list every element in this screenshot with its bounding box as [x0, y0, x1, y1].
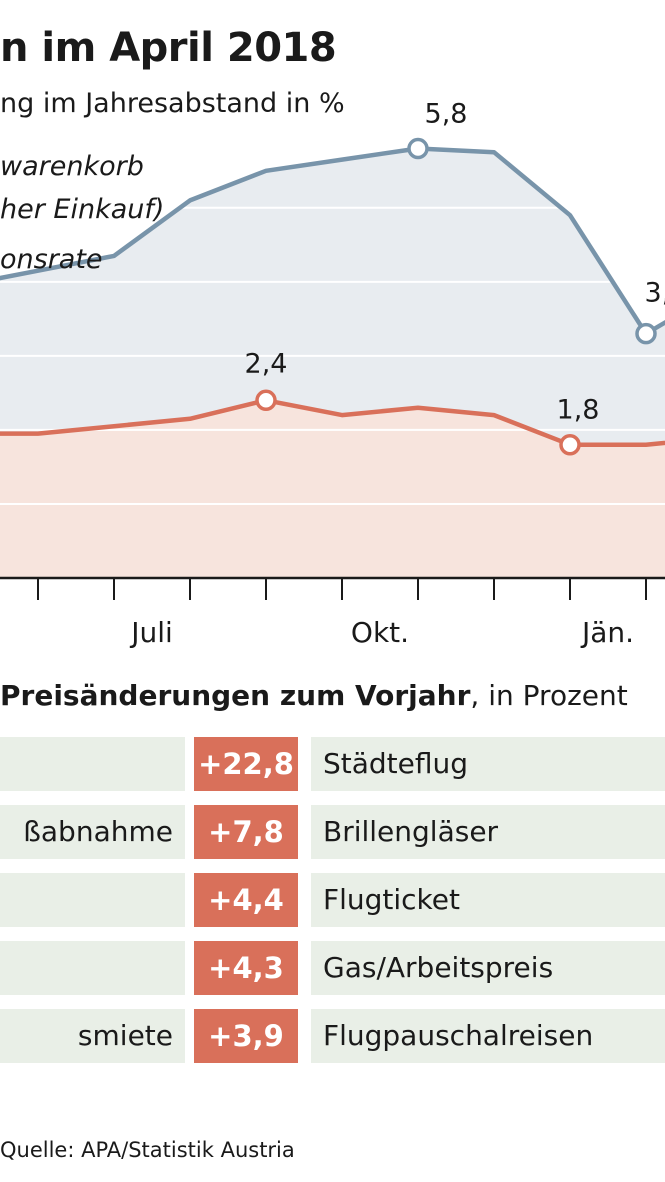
row-left-label: ßabnahme: [0, 805, 185, 859]
source-note: Quelle: APA/Statistik Austria: [0, 1138, 295, 1162]
row-value: +22,8: [194, 737, 298, 791]
row-value: +4,4: [194, 873, 298, 927]
x-tick-label: Okt.: [351, 616, 409, 649]
row-left-label: [0, 737, 185, 791]
table-title: Preisänderungen zum Vorjahr, in Prozent: [0, 676, 628, 716]
row-value: +3,9: [194, 1009, 298, 1063]
data-label: 3,3: [645, 278, 665, 309]
row-label: Gas/Arbeitspreis: [311, 941, 665, 995]
row-value: +4,3: [194, 941, 298, 995]
row-left-label: [0, 873, 185, 927]
table-title-rest: , in Prozent: [470, 679, 628, 712]
row-value: +7,8: [194, 805, 298, 859]
highlight-point: [559, 433, 581, 456]
x-tick-label: Juli: [129, 616, 173, 649]
series-a-label-line-1: warenkorb: [0, 151, 144, 182]
table-row: +4,3 Gas/Arbeitspreis: [0, 941, 665, 995]
line-series-b: [0, 398, 665, 447]
data-label: 5,8: [425, 99, 468, 130]
highlight-point: [635, 322, 657, 345]
table-row: +4,4 Flugticket: [0, 873, 665, 927]
row-label: Flugpauschalreisen: [311, 1009, 665, 1063]
table-row: ßabnahme +7,8 Brillengläser: [0, 805, 665, 859]
table-row: smiete +3,9 Flugpauschalreisen: [0, 1009, 665, 1063]
area-series-b: [0, 400, 665, 578]
x-tick-label: Jän.: [580, 616, 634, 649]
highlight-point: [255, 389, 277, 412]
row-label: Städteflug: [311, 737, 665, 791]
table-title-bold: Preisänderungen zum Vorjahr: [0, 679, 471, 712]
row-left-label: smiete: [0, 1009, 185, 1063]
chart-title: n im April 2018: [0, 25, 337, 71]
data-label: 1,8: [557, 395, 600, 426]
row-left-label: [0, 941, 185, 995]
row-label: Flugticket: [311, 873, 665, 927]
series-a-label-line-2: her Einkauf): [0, 194, 164, 225]
line-series-a: [0, 146, 665, 336]
series-b-label: onsrate: [0, 244, 103, 275]
row-label: Brillengläser: [311, 805, 665, 859]
inflation-line-chart: Juli Okt. Jän. 5,8 3,3 2,4 1,8 warenkorb her Ei…: [0, 99, 665, 649]
chart-subtitle: ng im Jahresabstand in %: [0, 88, 345, 119]
data-label: 2,4: [245, 348, 288, 379]
area-series-a: [0, 148, 665, 445]
highlight-point: [407, 137, 429, 160]
table-row: +22,8 Städteflug: [0, 737, 665, 791]
